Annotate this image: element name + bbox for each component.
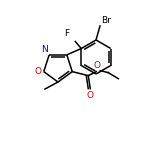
Text: F: F	[64, 29, 69, 38]
Text: O: O	[35, 67, 42, 76]
Text: O: O	[94, 61, 101, 70]
Text: Br: Br	[101, 16, 111, 25]
Text: O: O	[87, 91, 94, 100]
Text: N: N	[41, 45, 48, 54]
